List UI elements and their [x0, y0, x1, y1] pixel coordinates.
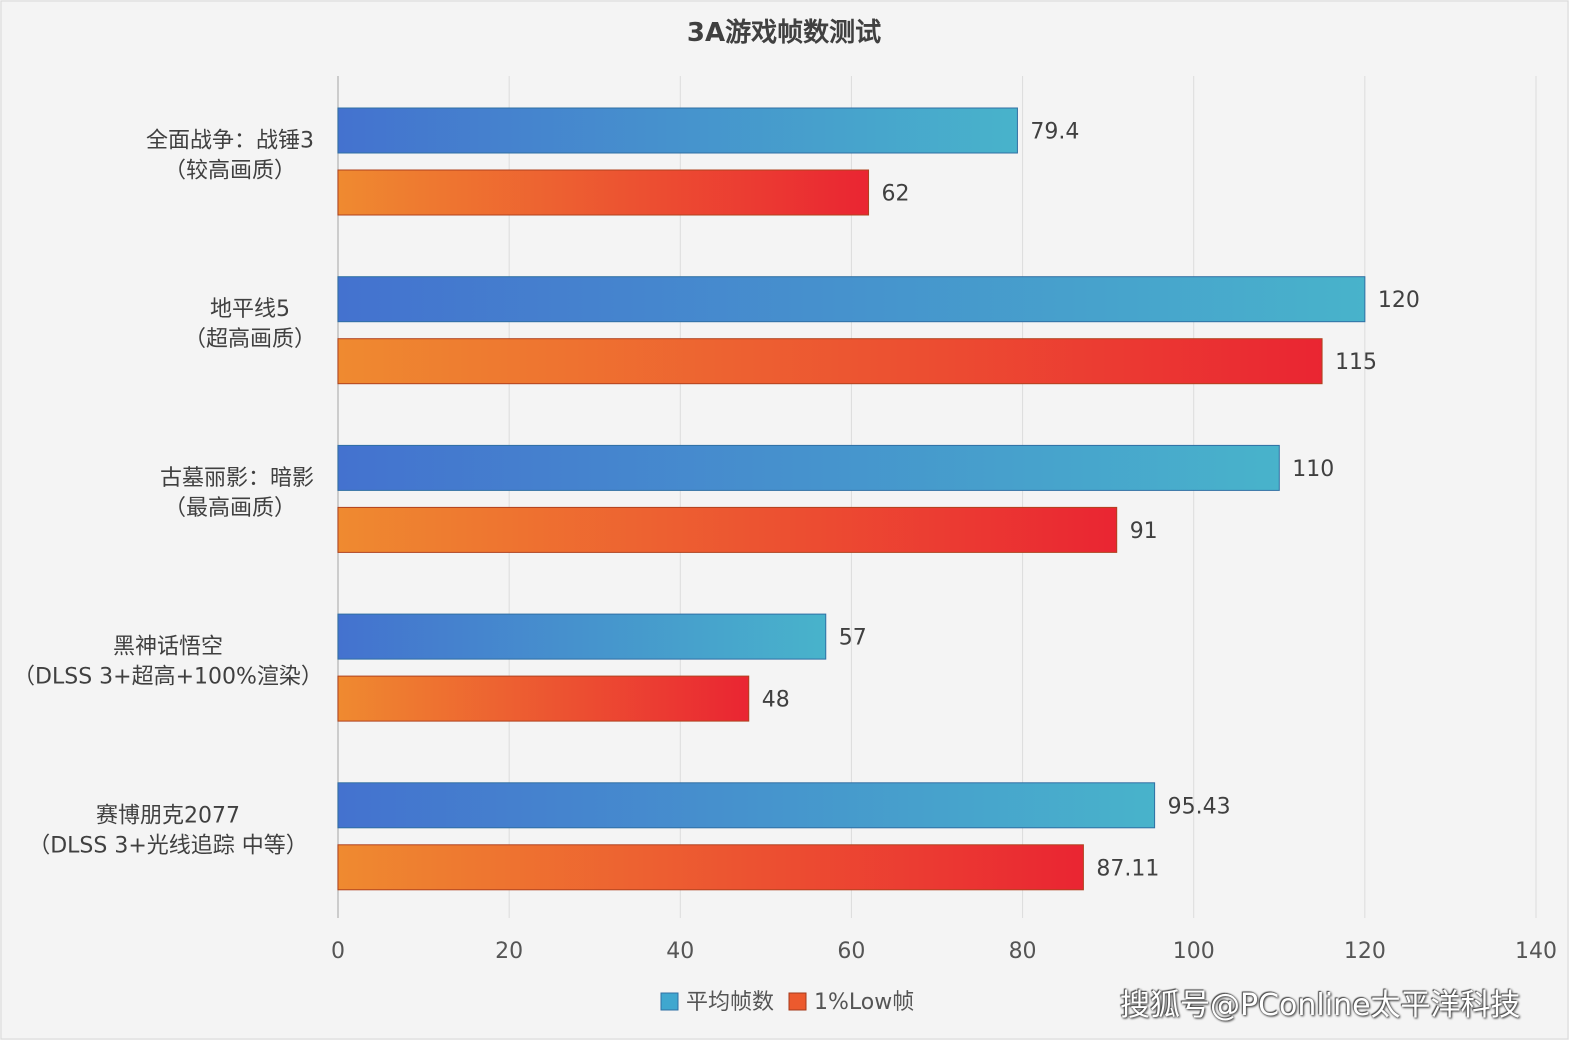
data-label-low-0: 62 — [882, 182, 910, 207]
bar-avg-3 — [337, 613, 827, 660]
category-labels: 全面战争：战锤3 （较高画质） 地平线5 （超高画质） 古墓丽影：暗影 （最高画质） 黑神话… — [13, 129, 323, 859]
legend-swatch-0 — [660, 992, 679, 1011]
category-label-3-line-0: 黑神话悟空 — [113, 635, 223, 660]
data-label-avg-1: 120 — [1378, 288, 1420, 313]
data-label-avg-3: 57 — [839, 626, 867, 651]
legend-label-1: 1%Low帧 — [814, 990, 914, 1015]
data-label-avg-2: 110 — [1292, 457, 1334, 482]
bar-low-0 — [337, 169, 870, 216]
grid-lines — [337, 76, 1537, 918]
x-tick-0: 0 — [331, 939, 345, 964]
data-label-low-3: 48 — [762, 688, 790, 713]
legend-label-0: 平均帧数 — [686, 990, 774, 1015]
category-label-2-line-1: （最高画质） — [164, 496, 296, 521]
legend: 平均帧数 1%Low帧 — [660, 990, 914, 1015]
data-label-low-2: 91 — [1130, 519, 1158, 544]
category-label-0-line-0: 全面战争：战锤3 — [146, 129, 314, 154]
bar-series: 79.4 62 120 115 110 91 57 48 95.43 87.11 — [337, 107, 1420, 891]
bar-avg-2 — [337, 444, 1280, 491]
category-label-4-line-1: （DLSS 3+光线追踪 中等） — [28, 833, 308, 858]
x-tick-120: 120 — [1344, 939, 1386, 964]
category-label-1-line-1: （超高画质） — [184, 327, 316, 352]
chart-title: 3A游戏帧数测试 — [687, 18, 881, 48]
category-label-4-line-0: 赛博朋克2077 — [96, 803, 240, 828]
category-label-1-line-0: 地平线5 — [210, 297, 290, 322]
bar-low-1 — [337, 338, 1323, 385]
x-tick-100: 100 — [1173, 939, 1215, 964]
legend-swatch-1 — [788, 992, 807, 1011]
data-label-avg-4: 95.43 — [1168, 794, 1231, 819]
bar-low-2 — [337, 506, 1118, 553]
data-label-low-1: 115 — [1335, 350, 1377, 375]
category-label-2-line-0: 古墓丽影：暗影 — [160, 466, 314, 491]
x-axis-ticks: 0 20 40 60 80 100 120 140 — [331, 939, 1557, 964]
x-tick-20: 20 — [495, 939, 523, 964]
category-label-3-line-1: （DLSS 3+超高+100%渲染） — [13, 665, 323, 690]
bar-avg-4 — [337, 782, 1156, 829]
bar-low-4 — [337, 844, 1084, 891]
bar-low-3 — [337, 675, 750, 722]
watermark: 搜狐号@PConline太平洋科技 — [1120, 988, 1521, 1023]
category-label-0-line-1: （较高画质） — [164, 159, 296, 184]
bar-avg-0 — [337, 107, 1018, 154]
x-tick-40: 40 — [666, 939, 694, 964]
bar-avg-1 — [337, 276, 1366, 323]
data-label-avg-0: 79.4 — [1030, 120, 1079, 145]
x-tick-80: 80 — [1009, 939, 1037, 964]
data-label-low-4: 87.11 — [1096, 856, 1159, 881]
x-tick-60: 60 — [837, 939, 865, 964]
x-tick-140: 140 — [1515, 939, 1557, 964]
